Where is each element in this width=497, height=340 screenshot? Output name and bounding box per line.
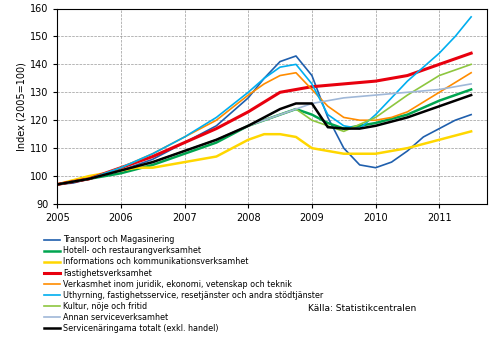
Legend: Transport och Magasinering, Hotell- och restaurangverksamhet, Informations och k: Transport och Magasinering, Hotell- och … <box>44 236 324 333</box>
Text: Källa: Statistikcentralen: Källa: Statistikcentralen <box>308 304 416 313</box>
Y-axis label: Index (2005=100): Index (2005=100) <box>17 62 27 151</box>
